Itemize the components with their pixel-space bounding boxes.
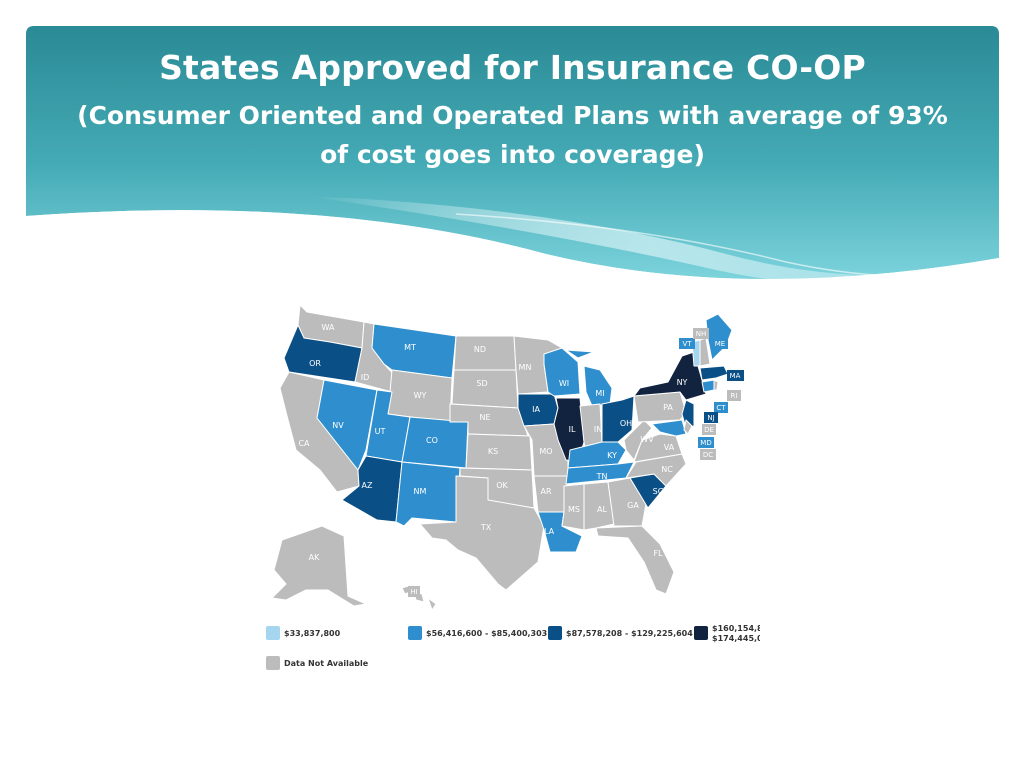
label-va: VA [664, 443, 675, 452]
us-map-svg: WA OR CA ID NV MT WY UT AZ CO NM ND SD N… [271, 304, 744, 611]
label-ct: CT [716, 404, 726, 412]
label-wv: WV [640, 435, 654, 444]
legend-label-tier4-line2: $174,445,0 [712, 634, 760, 643]
label-ga: GA [627, 501, 639, 510]
state-wi [543, 347, 581, 397]
state-ks [465, 433, 533, 471]
state-ct [701, 379, 715, 393]
state-ri [713, 379, 719, 391]
label-nh: NH [696, 330, 707, 338]
label-hi: HI [410, 588, 417, 596]
label-mn: MN [519, 363, 532, 372]
label-tn: TN [596, 472, 608, 481]
label-ne: NE [479, 413, 490, 422]
state-nm [395, 461, 461, 527]
state-tn [565, 461, 635, 485]
label-wy: WY [414, 391, 427, 400]
label-ak: AK [309, 553, 320, 562]
label-fl: FL [653, 549, 663, 558]
label-ny: NY [677, 378, 688, 387]
label-md: MD [700, 439, 711, 447]
label-ok: OK [496, 481, 508, 490]
label-pa: PA [663, 403, 673, 412]
label-sc: SC [653, 487, 664, 496]
label-id: ID [361, 373, 370, 382]
state-pa [633, 391, 687, 423]
legend-label-tier3: $87,578,208 - $129,225,604 [566, 629, 693, 638]
label-wi: WI [559, 379, 569, 388]
header-banner [26, 26, 999, 296]
label-in: IN [594, 425, 602, 434]
state-md [651, 419, 687, 437]
label-tx: TX [480, 523, 492, 532]
label-ms: MS [568, 505, 580, 514]
state-ga [607, 477, 647, 527]
label-co: CO [426, 436, 438, 445]
state-me [705, 313, 733, 361]
state-tx [419, 475, 545, 591]
label-vt: VT [682, 340, 692, 348]
legend-swatch-tier1 [266, 626, 280, 640]
label-az: AZ [362, 481, 373, 490]
label-dc: DC [703, 451, 713, 459]
label-nv: NV [332, 421, 344, 430]
label-or: OR [309, 359, 321, 368]
slide-subtitle: (Consumer Oriented and Operated Plans wi… [77, 101, 948, 169]
label-nj: NJ [707, 414, 714, 422]
legend-label-tier1: $33,837,800 [284, 629, 341, 638]
label-nc: NC [661, 465, 673, 474]
legend-label-tier4-line1: $160,154,8 [712, 624, 760, 633]
label-me: ME [715, 340, 725, 348]
label-mi: MI [595, 389, 604, 398]
label-ca: CA [298, 439, 310, 448]
legend-swatch-na [266, 656, 280, 670]
label-oh: OH [620, 419, 632, 428]
state-labels: WA OR CA ID NV MT WY UT AZ CO NM ND SD N… [298, 323, 687, 558]
label-nm: NM [414, 487, 427, 496]
label-mo: MO [539, 447, 552, 456]
legend-label-na: Data Not Available [284, 659, 369, 668]
state-sd [451, 369, 519, 409]
label-al: AL [597, 505, 607, 514]
state-fl [595, 525, 675, 595]
header-wave-graphic [26, 26, 999, 296]
label-nd: ND [474, 345, 486, 354]
state-wv [623, 419, 653, 461]
legend-swatch-tier2 [408, 626, 422, 640]
label-la: LA [544, 527, 555, 536]
state-ak [271, 525, 367, 607]
legend-swatch-tier4 [694, 626, 708, 640]
small-state-boxes: VT NH ME MA RI CT NJ DE MD DC AK HI [309, 328, 744, 597]
legend-label-tier4: $160,154,8 $174,445,0 [712, 624, 760, 644]
label-ar: AR [540, 487, 551, 496]
label-de: DE [704, 426, 714, 434]
slide-title: States Approved for Insurance CO-OP [159, 48, 866, 87]
label-ri: RI [731, 392, 738, 400]
label-mt: MT [404, 343, 416, 352]
legend-swatch-tier3 [548, 626, 562, 640]
label-sd: SD [476, 379, 487, 388]
us-coop-map: WA OR CA ID NV MT WY UT AZ CO NM ND SD N… [262, 300, 766, 680]
state-ma [699, 365, 729, 381]
state-ms [561, 483, 585, 531]
state-al [583, 481, 615, 531]
label-wa: WA [322, 323, 335, 332]
state-nv [316, 379, 378, 471]
label-ma: MA [730, 372, 741, 380]
label-ks: KS [488, 447, 498, 456]
state-de [683, 419, 693, 435]
label-il: IL [569, 425, 576, 434]
label-ky: KY [607, 451, 617, 460]
legend-label-tier2: $56,416,600 - $85,400,303 [426, 629, 548, 638]
label-ia: IA [532, 405, 540, 414]
label-ut: UT [375, 427, 386, 436]
